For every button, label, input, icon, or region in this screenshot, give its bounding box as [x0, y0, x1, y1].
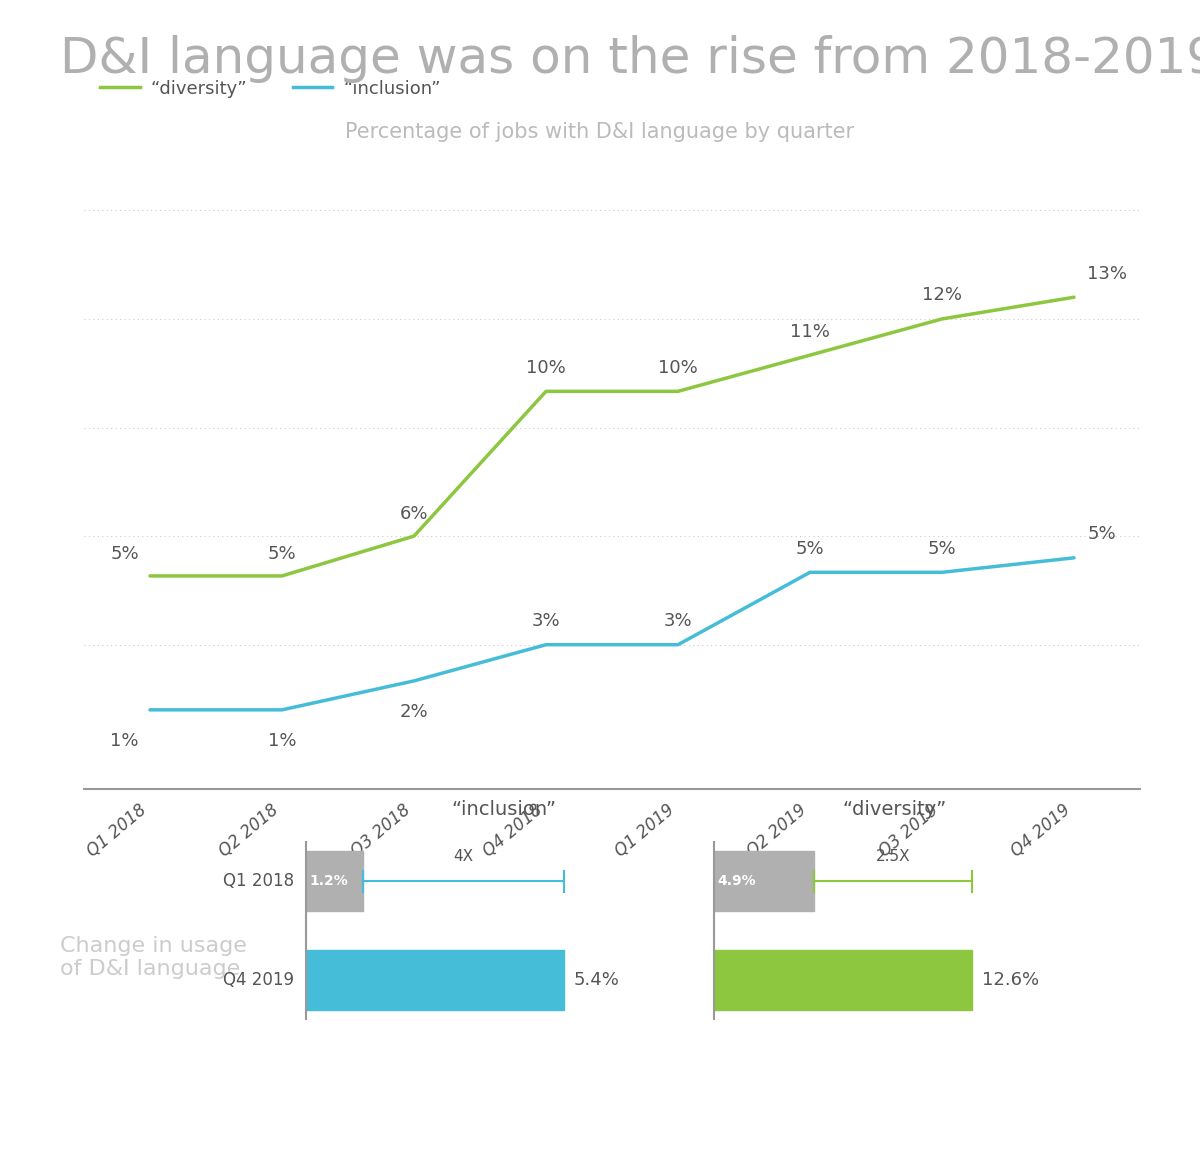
- Text: Q1 2018: Q1 2018: [223, 872, 294, 890]
- Legend: “diversity”, “inclusion”: “diversity”, “inclusion”: [94, 72, 448, 104]
- Text: 10%: 10%: [526, 359, 566, 377]
- Text: 5%: 5%: [796, 540, 824, 557]
- Text: Change in usage
of D&I language: Change in usage of D&I language: [60, 936, 247, 980]
- Text: 5%: 5%: [928, 540, 956, 557]
- Text: 10%: 10%: [658, 359, 698, 377]
- Text: “inclusion”: “inclusion”: [451, 800, 557, 819]
- Text: 1.2%: 1.2%: [310, 874, 348, 888]
- Text: 5%: 5%: [1087, 525, 1116, 543]
- Text: 2.5X: 2.5X: [876, 849, 911, 864]
- Text: “diversity”: “diversity”: [842, 800, 946, 819]
- Text: 5%: 5%: [268, 546, 296, 563]
- Text: 13%: 13%: [1087, 265, 1127, 283]
- Text: 1%: 1%: [268, 731, 296, 750]
- Text: 12.6%: 12.6%: [982, 971, 1039, 989]
- Text: 3%: 3%: [532, 612, 560, 630]
- Text: 5%: 5%: [110, 546, 139, 563]
- Text: 12%: 12%: [922, 287, 962, 304]
- Text: 5.4%: 5.4%: [574, 971, 619, 989]
- Text: 4X: 4X: [454, 849, 474, 864]
- Text: 2%: 2%: [400, 702, 428, 721]
- Text: 1%: 1%: [110, 731, 139, 750]
- Text: 11%: 11%: [790, 323, 830, 340]
- Text: Q4 2019: Q4 2019: [223, 971, 294, 989]
- Text: D&I language was on the rise from 2018-2019: D&I language was on the rise from 2018-2…: [60, 35, 1200, 82]
- Text: 3%: 3%: [664, 612, 692, 630]
- Text: Percentage of jobs with D&I language by quarter: Percentage of jobs with D&I language by …: [346, 122, 854, 142]
- Text: 4.9%: 4.9%: [718, 874, 756, 888]
- Text: 6%: 6%: [400, 505, 428, 524]
